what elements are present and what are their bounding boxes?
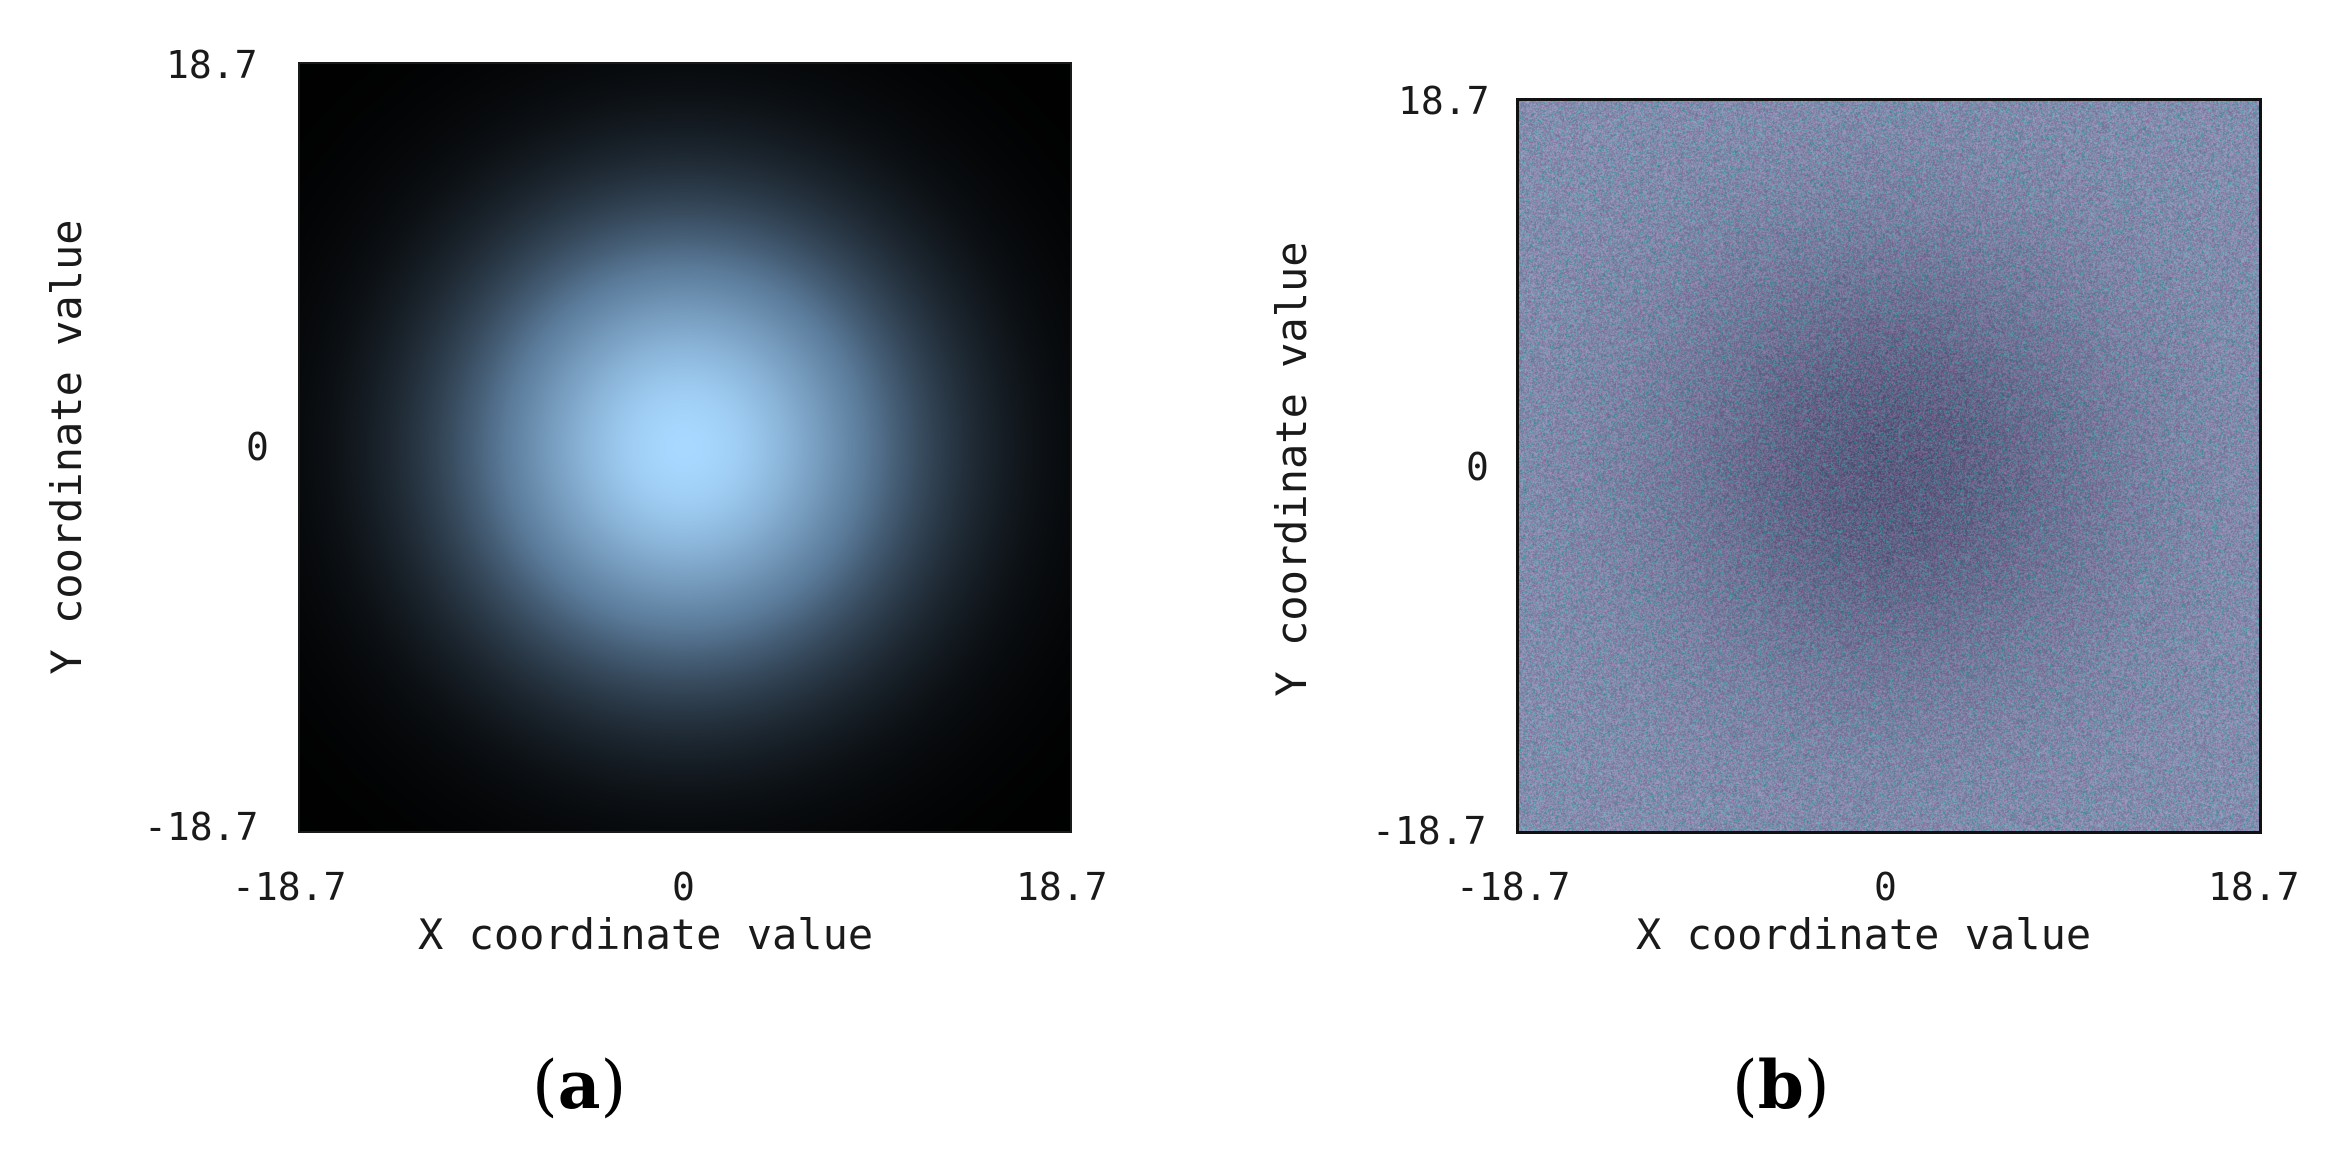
x-tick-right-b: 18.7 (2208, 865, 2300, 909)
x-tick-left-a: -18.7 (232, 865, 347, 909)
x-axis-label-b: X coordinate value (1636, 910, 2092, 959)
plot-area-a (298, 62, 1072, 833)
y-axis-label-a: Y coordinate value (42, 219, 91, 675)
y-tick-zero-a: 0 (246, 425, 269, 469)
panel-caption-a: (a) (532, 1046, 627, 1124)
plot-area-b (1516, 98, 2262, 834)
y-tick-bottom-a: -18.7 (144, 805, 259, 849)
x-tick-zero-b: 0 (1874, 865, 1897, 909)
x-tick-right-a: 18.7 (1016, 865, 1108, 909)
y-axis-label-b: Y coordinate value (1267, 241, 1316, 697)
x-axis-label-a: X coordinate value (418, 910, 874, 959)
y-tick-top-b: 18.7 (1398, 79, 1490, 123)
x-tick-zero-a: 0 (672, 865, 695, 909)
heatmap-a (300, 64, 1070, 831)
heatmap-b (1519, 101, 2259, 831)
panel-caption-b: (b) (1732, 1046, 1830, 1124)
x-tick-left-b: -18.7 (1456, 865, 1571, 909)
y-tick-bottom-b: -18.7 (1372, 809, 1487, 853)
y-tick-zero-b: 0 (1466, 445, 1489, 489)
y-tick-top-a: 18.7 (166, 43, 258, 87)
